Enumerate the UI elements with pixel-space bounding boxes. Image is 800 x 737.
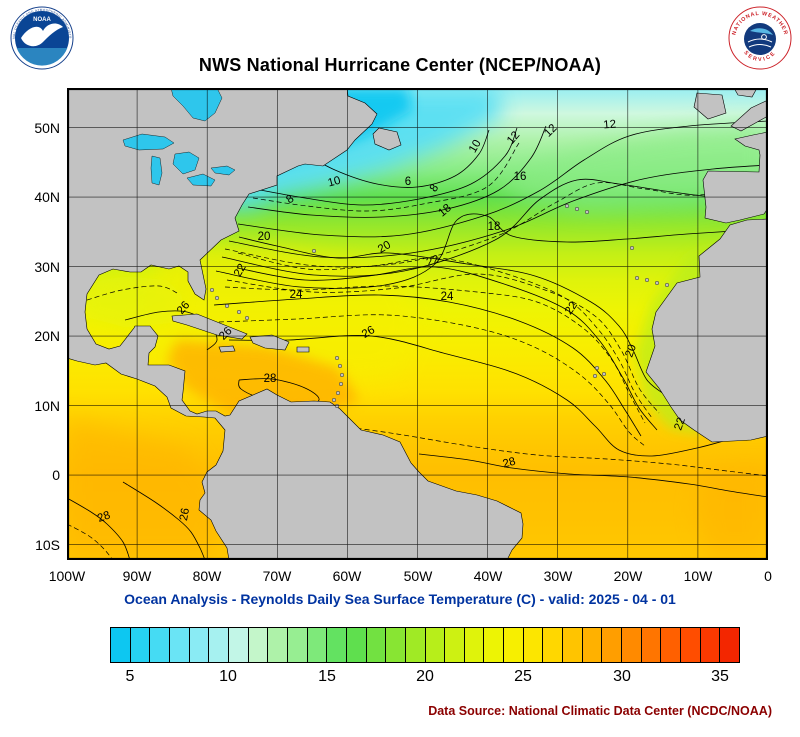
colorbar-cell — [307, 628, 328, 662]
colorbar-cell — [720, 628, 739, 662]
lon-tick-label: 90W — [122, 568, 152, 584]
lon-tick-label: 70W — [262, 568, 292, 584]
colorbar-cell — [130, 628, 151, 662]
colorbar-ticks: 5 10 15 20 25 30 35 — [110, 666, 740, 690]
colorbar-cell — [445, 628, 465, 662]
contour-label: 26 — [178, 507, 192, 522]
lon-tick-label: 30W — [543, 568, 573, 584]
colorbar — [110, 627, 740, 663]
lon-tick-label: 20W — [613, 568, 643, 584]
contour-label: 20 — [258, 231, 271, 243]
colorbar-cell — [209, 628, 229, 662]
contour-label: 16 — [514, 171, 527, 183]
noaa-logo: NATIONAL OCEANIC AND ATMOSPHERIC ADMINIS… — [10, 6, 74, 70]
colorbar-cell — [523, 628, 544, 662]
colorbar-cell — [425, 628, 446, 662]
colorbar-cell — [327, 628, 347, 662]
colorbar-cell — [366, 628, 387, 662]
lat-tick-label: 0 — [52, 467, 60, 483]
noaa-seagull-icon — [21, 23, 63, 47]
contour-label: 10 — [467, 138, 484, 155]
land-masses — [67, 88, 768, 560]
contour-label: 6 — [405, 176, 411, 188]
colorbar-cell — [543, 628, 564, 662]
colorbar-cell — [661, 628, 682, 662]
lat-tick-label: 30N — [34, 259, 60, 275]
lat-tick-label: 10S — [35, 537, 60, 553]
colorbar-tick-label: 15 — [318, 668, 336, 685]
lat-tick-label: 10N — [34, 398, 60, 414]
contour-label: 24 — [290, 289, 303, 301]
nws-storm-icon — [761, 34, 767, 40]
colorbar-cell — [150, 628, 170, 662]
nws-isobar-1 — [747, 38, 773, 43]
colorbar-tick-label: 10 — [219, 668, 237, 685]
colorbar-cell — [700, 628, 721, 662]
colorbar-tick-label: 30 — [613, 668, 631, 685]
lon-tick-label: 100W — [48, 568, 86, 584]
colorbar-cell — [248, 628, 269, 662]
grid-lines — [67, 88, 768, 560]
noaa-logo-label: NOAA — [33, 17, 51, 23]
colorbar-cell — [582, 628, 603, 662]
colorbar-cell — [268, 628, 288, 662]
nws-globe-land — [750, 28, 773, 35]
colorbar-cell — [464, 628, 485, 662]
contour-label: 18 — [488, 221, 501, 233]
contour-label: 20 — [623, 343, 639, 359]
map-frame — [67, 88, 768, 560]
colorbar-cell — [287, 628, 308, 662]
colorbar-cell — [681, 628, 701, 662]
colorbar-cell — [622, 628, 642, 662]
contour-label: 28 — [264, 373, 277, 385]
contour-label: 20 — [376, 239, 393, 256]
contour-label: 28 — [96, 509, 112, 525]
contour-label: 26 — [360, 324, 377, 341]
contour-label: 10 — [326, 175, 341, 190]
lon-tick-label: 40W — [473, 568, 503, 584]
lat-tick-label: 50N — [34, 120, 60, 136]
map-caption: Ocean Analysis - Reynolds Daily Sea Surf… — [124, 591, 676, 607]
colorbar-cell — [228, 628, 249, 662]
colorbar-tick-label: 20 — [416, 668, 434, 685]
lon-tick-label: 60W — [332, 568, 362, 584]
colorbar-cell — [189, 628, 210, 662]
contour-label: 28 — [501, 456, 516, 471]
lon-tick-label: 50W — [403, 568, 433, 584]
colorbar-cell — [563, 628, 583, 662]
colorbar-cell — [405, 628, 426, 662]
lat-tick-label: 20N — [34, 328, 60, 344]
colorbar-cell — [504, 628, 524, 662]
colorbar-tick-label: 35 — [711, 668, 729, 685]
noaa-logo-ocean — [16, 48, 68, 66]
lon-tick-label: 80W — [192, 568, 222, 584]
data-source-note: Data Source: National Climatic Data Cent… — [428, 704, 772, 718]
colorbar-cell — [484, 628, 505, 662]
contour-label: 22 — [232, 262, 249, 279]
colorbar-cell — [602, 628, 623, 662]
colorbar-cell — [641, 628, 662, 662]
contour-label: 24 — [441, 291, 454, 303]
lon-tick-label: 0 — [764, 568, 772, 584]
colorbar-cell — [111, 628, 131, 662]
contour-label: 22 — [425, 253, 441, 269]
nws-isobar-2 — [748, 44, 772, 48]
page-title: NWS National Hurricane Center (NCEP/NOAA… — [198, 55, 602, 75]
lat-tick-label: 40N — [34, 189, 60, 205]
colorbar-tick-label: 25 — [514, 668, 532, 685]
nws-logo: NATIONAL WEATHER SERVICE — [728, 6, 792, 70]
colorbar-cell — [346, 628, 367, 662]
colorbar-tick-label: 5 — [125, 668, 135, 685]
contour-label: 22 — [672, 416, 688, 432]
contour-label: 12 — [603, 118, 617, 131]
lon-tick-label: 10W — [683, 568, 713, 584]
colorbar-cell — [386, 628, 406, 662]
colorbar-cell — [169, 628, 190, 662]
